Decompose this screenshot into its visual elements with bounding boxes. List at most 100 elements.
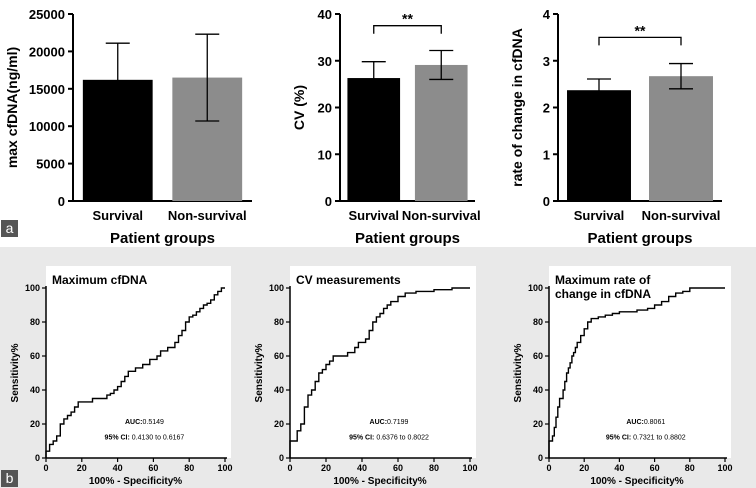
roc-chart-3-x-tick-label: 20 [579, 463, 589, 473]
panel-label-a: a [1, 220, 18, 237]
bar-chart-3-significance-bracket [598, 36, 682, 46]
roc-chart-3-y-label: Sensitivity% [513, 343, 524, 402]
roc-chart-1-x-tick-label: 60 [148, 463, 158, 473]
roc-chart-3-y-tick-label: 20 [533, 419, 543, 429]
roc-chart-3-y-tick-label: 40 [533, 385, 543, 395]
bar-chart-3-bar-non-survival [649, 76, 713, 201]
roc-chart-3-x-tick-label: 80 [685, 463, 695, 473]
bar-chart-2-x-label: Patient groups [355, 230, 460, 247]
roc-chart-2-x-tick-label: 0 [287, 463, 292, 473]
roc-chart-3-x-label: 100% - Specificity% [590, 476, 683, 487]
roc-chart-3-y-tick-label: 80 [533, 317, 543, 327]
bar-chart-1-y-tick-label: 25000 [29, 7, 65, 22]
bar-chart-1-category-label: Survival [92, 208, 143, 223]
roc-chart-2-y-tick-label: 40 [274, 385, 284, 395]
roc-chart-3-roc-curve [548, 287, 725, 458]
bar-chart-3-y-tick-label: 4 [543, 7, 551, 22]
bar-chart-3-category-label: Survival [574, 208, 625, 223]
roc-chart-1-auc-text: AUC:0.5149 [125, 419, 164, 426]
bar-chart-1-y-tick-label: 5000 [36, 157, 65, 172]
roc-chart-1-auc-value: 0.5149 [142, 419, 164, 426]
bar-chart-3-y-label: rate of change in cfDNA [509, 28, 525, 187]
roc-chart-2-ci-text: 95% CI: 0.6376 to 0.8022 [349, 434, 429, 441]
roc-chart-2-y-tick-label: 60 [274, 351, 284, 361]
roc-chart-1-x-tick-label: 40 [113, 463, 123, 473]
bar-chart-1-y-tick-label: 20000 [29, 44, 65, 59]
roc-chart-1-x-tick-label: 0 [43, 463, 48, 473]
roc-chart-1-ci-text: 95% CI: 0.4130 to 0.6167 [105, 434, 185, 441]
roc-chart-2-x-label: 100% - Specificity% [333, 476, 426, 487]
bar-chart-2-y-tick-label: 20 [318, 101, 332, 116]
roc-chart-2-auc-value: 0.7199 [387, 419, 409, 426]
bar-chart-2-category-label: Survival [348, 208, 399, 223]
roc-chart-3-plot-area [549, 266, 731, 458]
bar-chart-2-y-tick-label: 10 [318, 147, 332, 162]
roc-chart-3-ci-value: 0.7321 to 0.8802 [633, 434, 686, 441]
bar-chart-2-y-label: CV (%) [291, 85, 307, 130]
roc-chart-1-ci-label: 95% CI: [105, 434, 132, 441]
roc-chart-1-y-tick-label: 60 [30, 351, 40, 361]
roc-chart-2-title-line: CV measurements [296, 273, 401, 287]
roc-chart-3-auc-label: AUC: [626, 419, 644, 426]
bar-chart-2-significance-bracket [373, 25, 442, 34]
bar-chart-2-category-label: Non-survival [402, 208, 481, 223]
roc-chart-2-x-tick-label: 20 [321, 463, 331, 473]
roc-chart-2-ci-label: 95% CI: [349, 434, 376, 441]
roc-chart-2-x-tick-label: 40 [357, 463, 367, 473]
roc-chart-3-x-tick-label: 100 [717, 463, 732, 473]
roc-chart-3-y-tick-label: 60 [533, 351, 543, 361]
roc-chart-2-roc-curve [289, 287, 470, 458]
bar-chart-1-category-label: Non-survival [168, 208, 247, 223]
bar-chart-1-y-tick-label: 10000 [29, 119, 65, 134]
roc-chart-3-x-tick-label: 40 [614, 463, 624, 473]
roc-chart-1-y-tick-label: 80 [30, 317, 40, 327]
roc-chart-1-y-tick-label: 0 [35, 453, 40, 463]
roc-chart-3-x-tick-label: 60 [650, 463, 660, 473]
roc-chart-2-auc-label: AUC: [370, 419, 388, 426]
bar-chart-1-y-tick-label: 0 [58, 194, 65, 209]
bar-chart-2-y-tick-label: 30 [318, 54, 332, 69]
roc-chart-2-x-tick-label: 80 [429, 463, 439, 473]
bar-chart-3-y-tick-label: 0 [543, 194, 550, 209]
roc-chart-1-x-tick-label: 80 [184, 463, 194, 473]
bar-chart-3-y-tick-label: 3 [543, 54, 550, 69]
bar-chart-2-bar-non-survival [414, 64, 468, 202]
roc-chart-2-auc-text: AUC:0.7199 [370, 419, 409, 426]
roc-chart-3-y-tick-label: 0 [538, 453, 543, 463]
bar-chart-2-y-tick-label: 40 [318, 7, 332, 22]
bar-chart-3-y-tick-label: 2 [543, 101, 550, 116]
roc-chart-2-plot-area [290, 266, 476, 458]
roc-chart-2-ci-value: 0.6376 to 0.8022 [376, 434, 429, 441]
bar-chart-1-x-label: Patient groups [110, 230, 215, 247]
roc-chart-3-ci-label: 95% CI: [606, 434, 633, 441]
roc-chart-1-ci-value: 0.4130 to 0.6167 [132, 434, 185, 441]
roc-chart-1-x-tick-label: 100 [217, 463, 232, 473]
roc-chart-3-y-tick-label: 100 [528, 283, 543, 293]
roc-chart-2-x-tick-label: 60 [393, 463, 403, 473]
roc-chart-3-ci-text: 95% CI: 0.7321 to 0.8802 [606, 434, 686, 441]
roc-chart-3-x-tick-label: 0 [546, 463, 551, 473]
roc-chart-1-x-tick-label: 20 [77, 463, 87, 473]
bar-chart-2-significance-label: ** [402, 11, 413, 27]
bar-chart-3-y-tick-label: 1 [543, 147, 550, 162]
bar-chart-2-bar-survival [347, 78, 401, 201]
panel-label-b: b [1, 470, 18, 487]
roc-chart-1-y-tick-label: 40 [30, 385, 40, 395]
bar-chart-2-y-tick-label: 0 [325, 194, 332, 209]
roc-chart-2-y-tick-label: 20 [274, 419, 284, 429]
roc-chart-3-title-line: change in cfDNA [555, 287, 651, 301]
roc-chart-1-title-line: Maximum cfDNA [52, 273, 148, 287]
roc-chart-1-y-label: Sensitivity% [10, 343, 21, 402]
roc-chart-3-auc-text: AUC:0.8061 [626, 419, 665, 426]
roc-chart-3-title-line: Maximum rate of [555, 273, 651, 287]
roc-chart-1-y-tick-label: 20 [30, 419, 40, 429]
roc-chart-3-auc-value: 0.8061 [644, 419, 666, 426]
roc-chart-1-auc-label: AUC: [125, 419, 143, 426]
roc-chart-1-y-tick-label: 100 [25, 283, 40, 293]
bar-chart-3-category-label: Non-survival [642, 208, 721, 223]
roc-chart-2-y-tick-label: 100 [269, 283, 284, 293]
roc-chart-2-y-label: Sensitivity% [254, 343, 265, 402]
bar-chart-1-y-tick-label: 15000 [29, 82, 65, 97]
